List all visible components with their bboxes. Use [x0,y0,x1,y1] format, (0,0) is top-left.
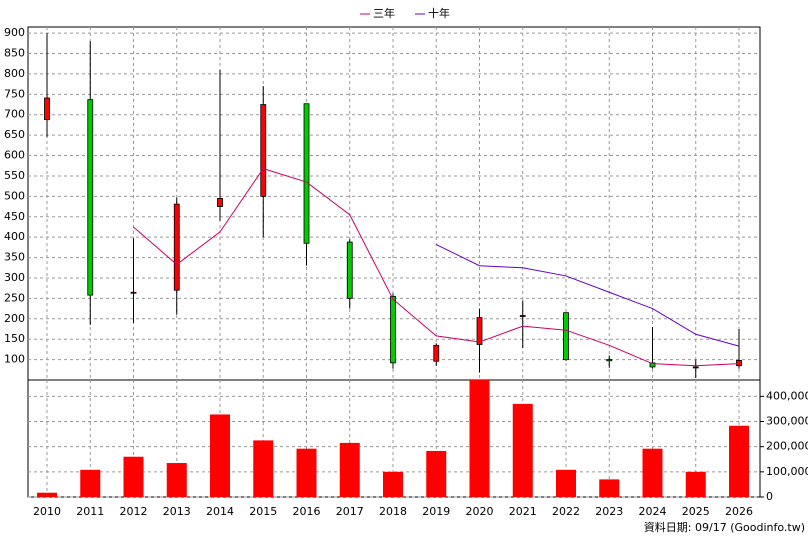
y-tick-label: 550 [4,169,25,182]
volume-bar [426,450,447,497]
candle-body [346,241,353,299]
x-tick-label: 2022 [552,505,580,518]
y-tick-label: 750 [4,87,25,100]
x-tick-label: 2013 [163,505,191,518]
candle-body [736,360,742,367]
ma-line [436,244,740,347]
y-tick-label: 150 [4,332,25,345]
volume-bar [642,448,663,497]
y-tick-label: 800 [4,67,25,80]
candle-body [260,104,267,197]
x-tick-label: 2023 [595,505,623,518]
candle-body [649,362,656,368]
volume-bar [296,448,317,497]
y-tick-label: 900 [4,26,25,39]
x-tick-label: 2017 [336,505,364,518]
x-tick-label: 2020 [466,505,494,518]
x-tick-label: 2014 [206,505,234,518]
y2-tick-label: 300,000 [766,415,808,428]
y-tick-label: 100 [4,353,25,366]
candle-body [476,317,483,345]
candle-body [433,344,440,362]
x-tick-label: 2019 [422,505,450,518]
y-tick-label: 350 [4,251,25,264]
y-tick-label: 650 [4,128,25,141]
volume-bar [166,463,187,497]
volume-bar [210,414,230,497]
y-tick-label: 400 [4,230,25,243]
volume-bar [80,469,101,497]
volume-bar [512,403,533,497]
x-tick-label: 2011 [76,505,104,518]
x-tick-label: 2026 [725,505,753,518]
x-tick-label: 2018 [379,505,407,518]
candle-body [44,97,50,121]
footer: 資料日期: 09/17 (Goodinfo.tw) [644,520,805,534]
x-tick-label: 2016 [293,505,321,518]
candle-body [130,291,137,294]
legend-label: 十年 [428,6,450,20]
y-tick-label: 700 [4,108,25,121]
legend-label: 三年 [373,6,395,20]
volume-bar [599,479,620,497]
volume-bar [123,456,144,497]
y-tick-label: 300 [4,271,25,284]
volume-bar [556,469,576,497]
volume-bar [253,440,274,497]
y-tick-label: 850 [4,47,25,60]
volume-bar [339,442,360,497]
y-tick-label: 450 [4,210,25,223]
y-tick-label: 500 [4,189,25,202]
candle-body [606,359,613,362]
volume-bar [685,471,706,497]
x-tick-label: 2025 [682,505,710,518]
candle-body [173,203,180,291]
x-tick-label: 2012 [120,505,148,518]
candle-body [519,315,526,317]
y2-tick-label: 200,000 [766,440,808,453]
y-tick-label: 200 [4,312,25,325]
x-tick-label: 2010 [33,505,61,518]
volume-bar [469,380,490,497]
y2-tick-label: 400,000 [766,389,808,402]
ma-line [133,168,740,367]
x-tick-label: 2024 [639,505,667,518]
x-tick-label: 2015 [249,505,277,518]
candle-body [303,103,310,244]
candle-body [390,295,396,364]
volume-bar [729,425,749,497]
y2-tick-label: 100,000 [766,465,808,478]
volume-bar [383,471,403,497]
candle-body [692,366,699,369]
x-tick-label: 2021 [509,505,537,518]
y-tick-label: 600 [4,149,25,162]
volume-bar [37,492,57,497]
candle-body [563,312,569,360]
y-tick-label: 250 [4,291,25,304]
candle-body [87,99,94,296]
candle-body [217,197,223,207]
y2-tick-label: 0 [766,490,773,503]
